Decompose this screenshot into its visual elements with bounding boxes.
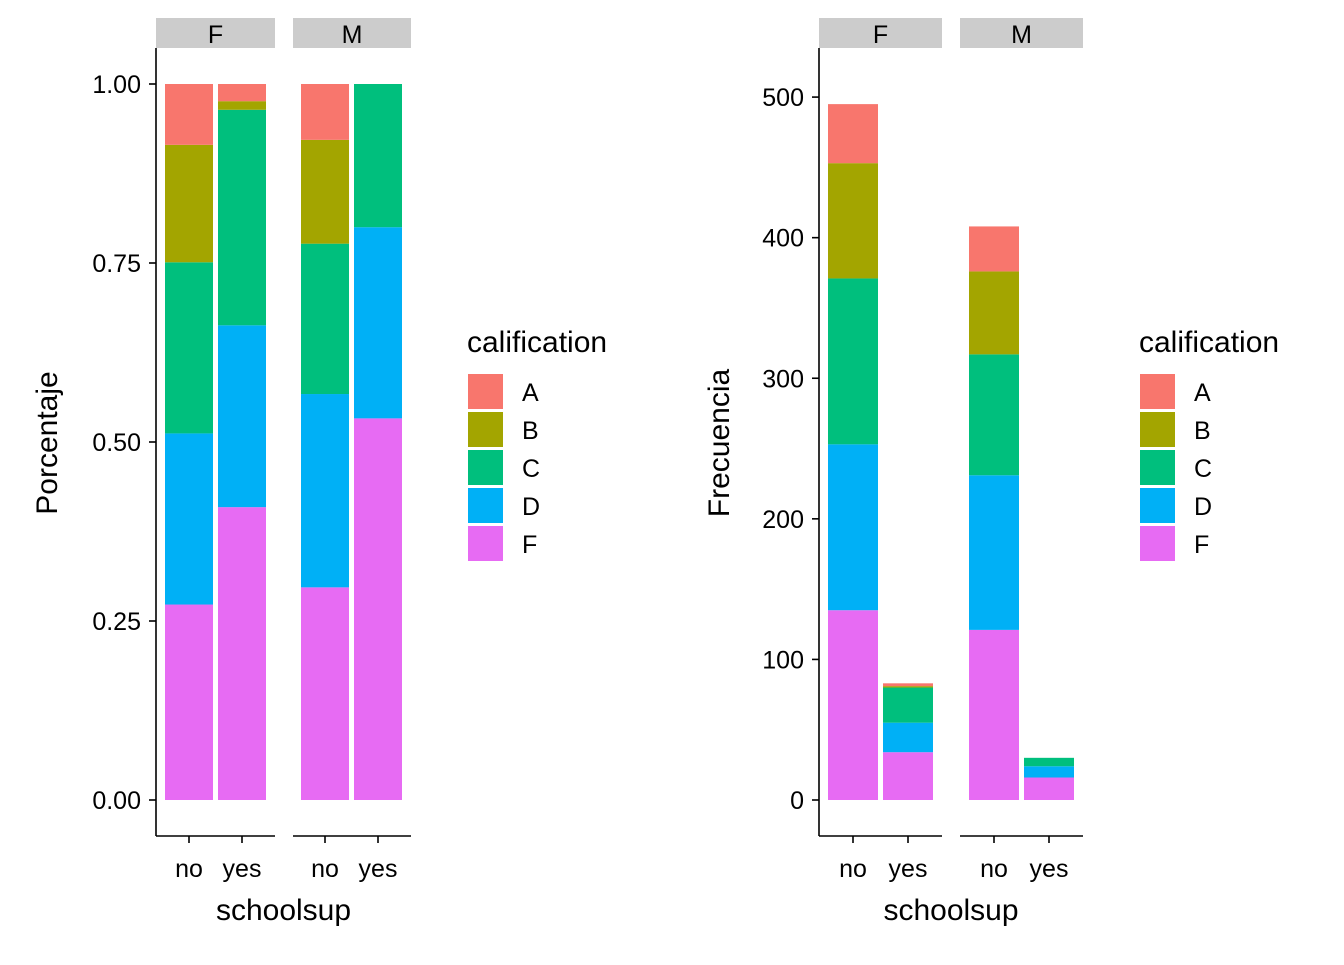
chart2-y-tick-label: 100: [762, 646, 804, 674]
chart2-bar-F-no-C: [828, 278, 878, 445]
chart1-legend-key-C: [468, 450, 503, 485]
chart2-y-axis-title: Frecuencia: [703, 368, 736, 517]
chart1-facet-strip-M: [293, 18, 411, 48]
chart2-legend-key-C: [1140, 450, 1175, 485]
chart2-facet-label-M: M: [1011, 21, 1032, 49]
chart2-bar-F-yes-A: [883, 683, 933, 687]
chart2-facet-label-F: F: [873, 21, 888, 49]
chart2-bar-F-yes-F: [883, 752, 933, 800]
chart1-bar-F-yes-D: [218, 325, 266, 508]
chart2-bar-F-no-B: [828, 163, 878, 279]
chart1-y-tick-label: 0.25: [92, 608, 141, 636]
chart1-legend-label-C: C: [522, 455, 540, 483]
chart1-bar-F-no-C: [165, 262, 213, 434]
chart1-bar-M-yes-C: [354, 84, 402, 228]
chart2-legend-title: calification: [1139, 326, 1279, 359]
chart2-bar-M-no-B: [969, 271, 1019, 355]
chart1-legend-title: calification: [467, 326, 607, 359]
chart1-x-tick-label: yes: [223, 855, 262, 883]
chart1-x-tick-label: yes: [359, 855, 398, 883]
chart2-facet-strip-F: [819, 18, 942, 48]
chart1-bar-F-yes-F: [218, 507, 266, 800]
chart1-bar-F-no-F: [165, 604, 213, 800]
chart1-y-axis-title: Porcentaje: [31, 371, 64, 514]
chart2-bar-M-yes-C: [1024, 757, 1074, 767]
chart2-y-tick-label: 500: [762, 84, 804, 112]
chart1-x-tick-label: no: [311, 855, 339, 883]
chart2-legend-label-D: D: [1194, 493, 1212, 521]
chart2-legend-label-F: F: [1194, 531, 1209, 559]
chart2-bar-F-no-A: [828, 104, 878, 164]
chart1-bar-F-yes-B: [218, 101, 266, 110]
chart2-bar-F-yes-B: [883, 686, 933, 688]
chart2-x-axis-title: schoolsup: [883, 894, 1018, 927]
chart2-legend-key-F: [1140, 526, 1175, 561]
chart1-legend-key-B: [468, 412, 503, 447]
chart2-bar-M-no-D: [969, 475, 1019, 630]
chart2-legend-label-A: A: [1194, 379, 1211, 407]
chart2-bar-M-no-C: [969, 354, 1019, 476]
chart2-facet-strip-M: [960, 18, 1083, 48]
chart1-bar-M-no-F: [301, 587, 349, 800]
chart2-bar-M-no-F: [969, 629, 1019, 800]
chart1-legend-key-A: [468, 374, 503, 409]
chart1-bar-M-no-D: [301, 394, 349, 588]
chart2-bar-F-yes-C: [883, 687, 933, 723]
chart1-bar-F-no-A: [165, 84, 213, 145]
chart1-bar-M-no-A: [301, 84, 349, 140]
chart2-y-tick-label: 0: [790, 787, 804, 815]
chart2-x-tick-label: yes: [889, 855, 928, 883]
chart1-bar-M-yes-F: [354, 418, 402, 800]
chart1-legend-label-A: A: [522, 379, 539, 407]
chart1-x-tick-label: no: [175, 855, 203, 883]
chart2-y-tick-label: 300: [762, 365, 804, 393]
chart1-y-tick-label: 0.75: [92, 250, 141, 278]
chart2-legend-label-B: B: [1194, 417, 1211, 445]
chart2-bar-F-no-F: [828, 610, 878, 800]
chart2-legend-key-B: [1140, 412, 1175, 447]
chart2-legend-label-C: C: [1194, 455, 1212, 483]
chart1-bar-F-yes-C: [218, 109, 266, 326]
chart2-x-tick-label: no: [980, 855, 1008, 883]
chart1-bar-F-yes-A: [218, 84, 266, 102]
chart1-bar-F-no-D: [165, 433, 213, 605]
chart1-bar-M-no-C: [301, 243, 349, 395]
chart2-x-tick-label: yes: [1030, 855, 1069, 883]
chart1-facet-strip-F: [156, 18, 275, 48]
chart1-legend-key-F: [468, 526, 503, 561]
chart2-bar-M-no-A: [969, 226, 1019, 272]
chart2-legend-key-A: [1140, 374, 1175, 409]
chart1-legend-label-B: B: [522, 417, 539, 445]
chart1-bar-M-no-B: [301, 139, 349, 244]
chart1-legend-label-F: F: [522, 531, 537, 559]
chart1-x-axis-title: schoolsup: [216, 894, 351, 927]
chart2-x-tick-label: no: [839, 855, 867, 883]
chart2-legend-key-D: [1140, 488, 1175, 523]
chart1-legend-key-D: [468, 488, 503, 523]
chart2-y-tick-label: 200: [762, 506, 804, 534]
chart1-legend-label-D: D: [522, 493, 540, 521]
chart2-y-tick-label: 400: [762, 225, 804, 253]
chart2-bar-M-yes-D: [1024, 766, 1074, 778]
chart2-bar-M-yes-F: [1024, 777, 1074, 800]
chart1-bar-M-yes-D: [354, 227, 402, 419]
chart1-facet-label-M: M: [342, 21, 363, 49]
chart1-y-tick-label: 0.50: [92, 429, 141, 457]
chart1-y-tick-label: 1.00: [92, 71, 141, 99]
chart2-bar-F-no-D: [828, 444, 878, 611]
chart2-bar-F-yes-D: [883, 722, 933, 753]
chart1-y-tick-label: 0.00: [92, 787, 141, 815]
chart1-bar-F-no-B: [165, 144, 213, 263]
chart1-facet-label-F: F: [208, 21, 223, 49]
